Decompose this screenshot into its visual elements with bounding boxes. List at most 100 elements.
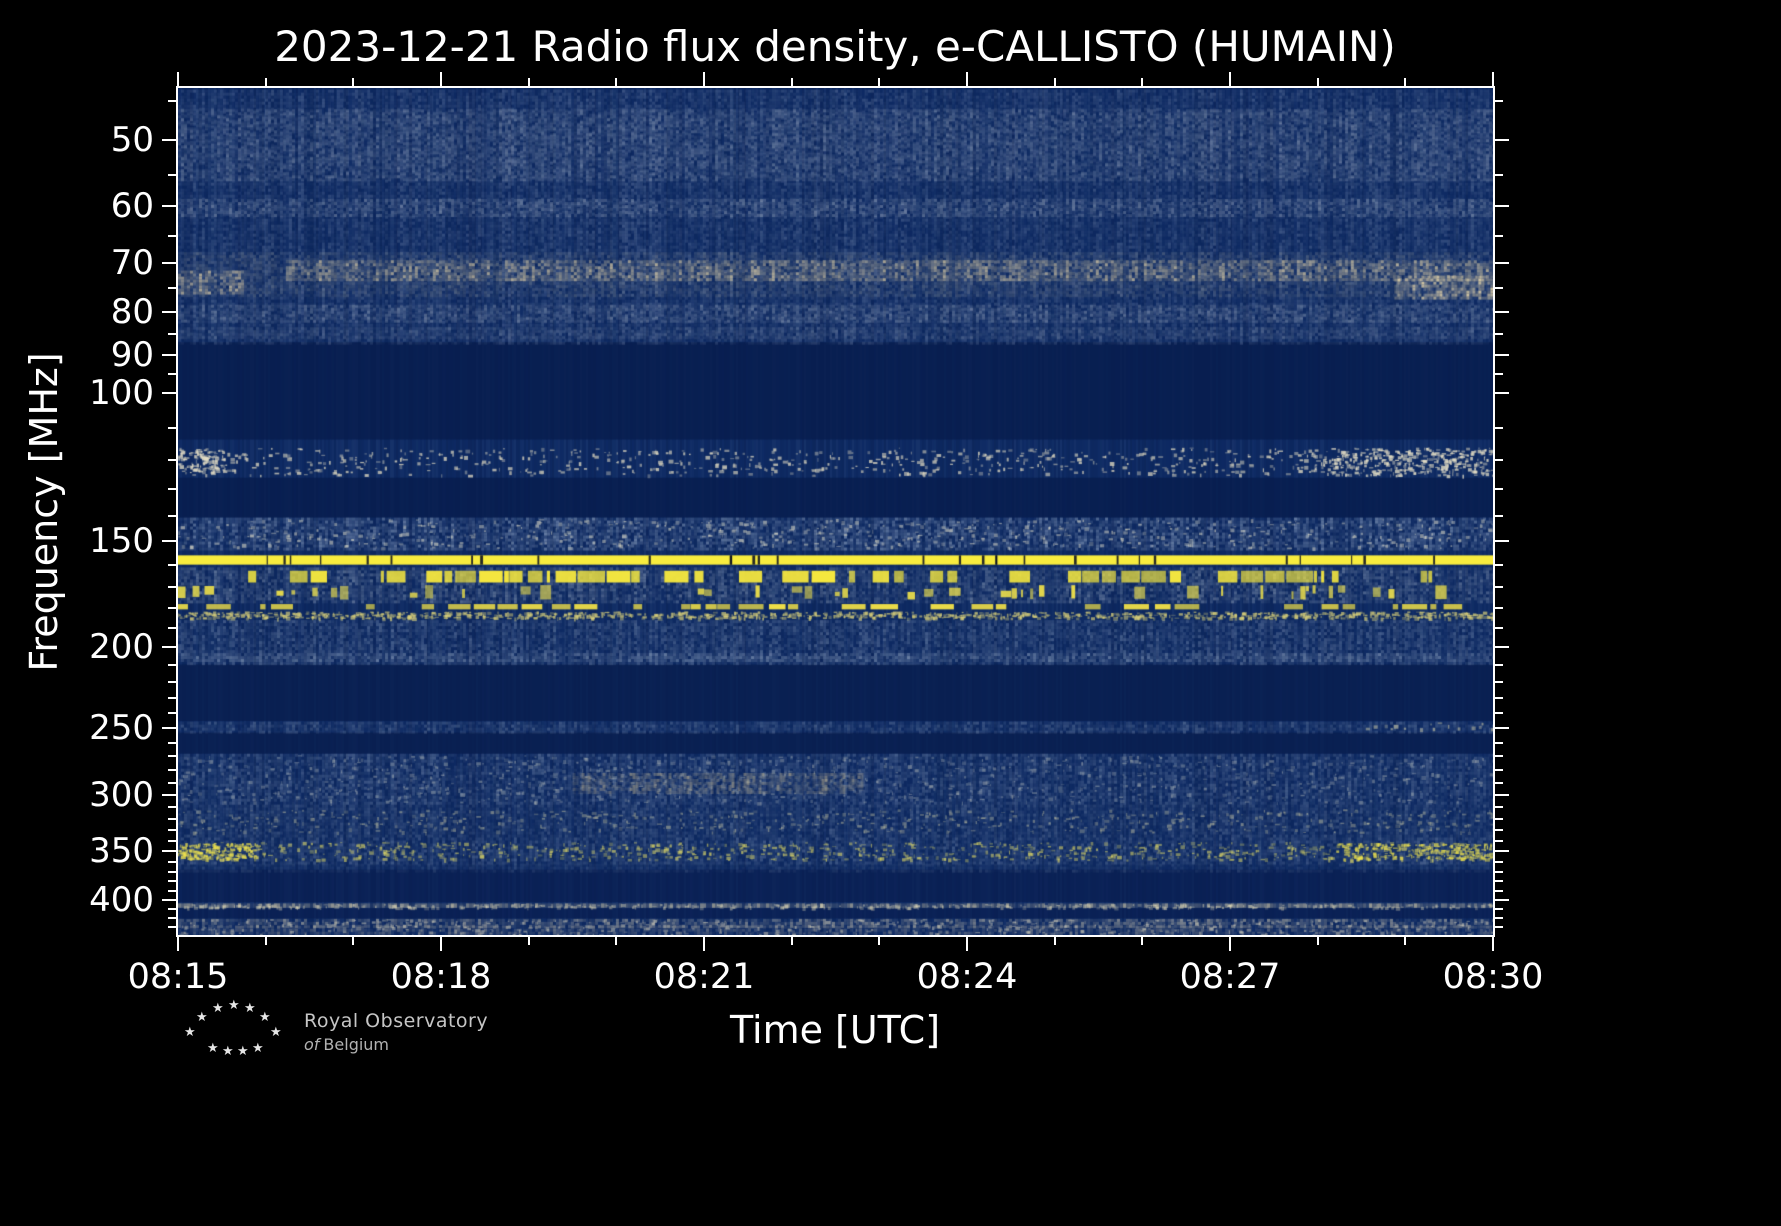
y-minor-tick-right: [1495, 564, 1503, 567]
y-minor-tick-right: [1495, 607, 1503, 610]
y-minor-tick-right: [1495, 860, 1503, 863]
x-minor-tick-top: [790, 78, 793, 86]
spectrogram-canvas: [178, 88, 1493, 935]
y-major-tick: [162, 353, 176, 356]
x-major-tick-top: [703, 72, 705, 86]
y-minor-tick-right: [1495, 889, 1503, 892]
y-minor-tick: [168, 696, 176, 699]
y-minor-tick-right: [1495, 287, 1503, 290]
y-major-tick-right: [1495, 899, 1509, 902]
y-minor-tick: [168, 287, 176, 290]
y-tick-label: 250: [89, 708, 154, 749]
y-minor-tick-right: [1495, 173, 1503, 176]
y-major-tick-right: [1495, 645, 1509, 648]
y-major-tick: [162, 261, 176, 264]
x-minor-tick-top: [1316, 78, 1319, 86]
x-major-tick: [1229, 937, 1231, 951]
x-tick-label: 08:27: [1179, 957, 1281, 997]
x-minor-tick-top: [1053, 78, 1056, 86]
y-minor-tick-right: [1495, 870, 1503, 873]
y-minor-tick-right: [1495, 712, 1503, 715]
x-major-tick-top: [1492, 72, 1494, 86]
y-minor-tick: [168, 828, 176, 831]
x-minor-tick-top: [1404, 78, 1407, 86]
y-minor-tick: [168, 741, 176, 744]
y-minor-tick: [168, 860, 176, 863]
star-icon: ★: [184, 1025, 196, 1040]
x-minor-tick: [264, 937, 267, 945]
y-tick-label: 200: [89, 626, 154, 667]
y-tick-label: 80: [110, 291, 154, 332]
y-minor-tick: [168, 564, 176, 567]
y-minor-tick: [168, 332, 176, 335]
x-tick-label: 08:21: [653, 957, 755, 997]
y-minor-tick: [168, 488, 176, 491]
star-icon: ★: [222, 1044, 234, 1059]
y-minor-tick: [168, 626, 176, 629]
y-major-tick-right: [1495, 205, 1509, 208]
y-minor-tick-right: [1495, 515, 1503, 518]
x-major-tick-top: [177, 72, 179, 86]
x-minor-tick: [790, 937, 793, 945]
y-major-tick-right: [1495, 392, 1509, 395]
y-minor-tick-right: [1495, 663, 1503, 666]
x-minor-tick: [615, 937, 618, 945]
star-icon: ★: [228, 998, 240, 1013]
star-icon: ★: [207, 1041, 219, 1056]
x-major-tick-top: [440, 72, 442, 86]
y-major-tick: [162, 540, 176, 543]
y-major-tick: [162, 850, 176, 853]
y-minor-tick: [168, 607, 176, 610]
star-icon: ★: [212, 1001, 224, 1016]
star-icon: ★: [244, 1001, 256, 1016]
rob-logo-line1: Royal Observatory: [304, 1010, 489, 1032]
y-minor-tick-right: [1495, 427, 1503, 430]
y-minor-tick: [168, 427, 176, 430]
y-minor-tick: [168, 173, 176, 176]
rob-logo-stars: ★ ★ ★ ★ ★ ★ ★ ★ ★ ★ ★: [182, 998, 282, 1058]
y-minor-tick: [168, 889, 176, 892]
y-minor-tick-right: [1495, 817, 1503, 820]
y-minor-tick: [168, 458, 176, 461]
x-minor-tick: [352, 937, 355, 945]
y-minor-tick-right: [1495, 458, 1503, 461]
y-minor-tick-right: [1495, 839, 1503, 842]
y-major-tick-right: [1495, 540, 1509, 543]
x-major-tick-top: [1229, 72, 1231, 86]
x-minor-tick: [1141, 937, 1144, 945]
y-minor-tick-right: [1495, 100, 1503, 103]
x-minor-tick-top: [615, 78, 618, 86]
x-minor-tick-top: [878, 78, 881, 86]
y-minor-tick: [168, 515, 176, 518]
y-major-tick: [162, 138, 176, 141]
x-minor-tick-top: [1141, 78, 1144, 86]
y-minor-tick-right: [1495, 880, 1503, 883]
y-minor-tick: [168, 870, 176, 873]
x-major-tick: [177, 937, 179, 951]
y-minor-tick-right: [1495, 332, 1503, 335]
y-minor-tick: [168, 805, 176, 808]
y-minor-tick-right: [1495, 768, 1503, 771]
y-minor-tick-right: [1495, 234, 1503, 237]
y-minor-tick: [168, 663, 176, 666]
y-minor-tick-right: [1495, 828, 1503, 831]
y-tick-label: 90: [110, 334, 154, 375]
star-icon: ★: [196, 1010, 208, 1025]
x-minor-tick: [1053, 937, 1056, 945]
y-major-tick-right: [1495, 353, 1509, 356]
star-icon: ★: [259, 1010, 271, 1025]
y-major-tick-right: [1495, 793, 1509, 796]
y-minor-tick-right: [1495, 916, 1503, 919]
x-major-tick: [966, 937, 968, 951]
y-minor-tick-right: [1495, 696, 1503, 699]
y-major-tick: [162, 310, 176, 313]
x-minor-tick-top: [264, 78, 267, 86]
y-minor-tick-right: [1495, 741, 1503, 744]
y-tick-label: 50: [110, 119, 154, 160]
y-major-tick-right: [1495, 727, 1509, 730]
rob-logo-line2-word: Belgium: [323, 1035, 390, 1054]
x-minor-tick-top: [352, 78, 355, 86]
y-tick-label: 100: [89, 373, 154, 414]
y-minor-tick: [168, 839, 176, 842]
